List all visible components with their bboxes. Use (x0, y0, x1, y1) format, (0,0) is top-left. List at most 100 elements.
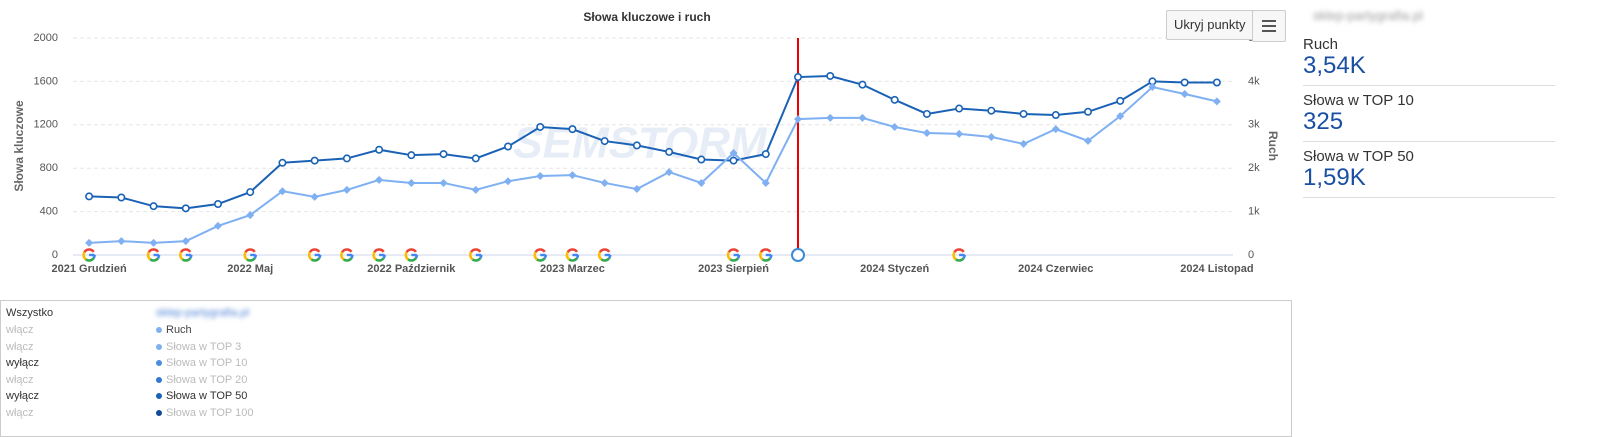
point (922, 109, 931, 118)
point (504, 177, 512, 186)
update-marker-arc (759, 248, 772, 254)
point (117, 237, 126, 246)
stat-label: Słowa w TOP 50 (1303, 148, 1414, 165)
domain: sklep-partygrafia.pl (156, 307, 249, 319)
toggle-all[interactable]: Wszystko (6, 307, 54, 319)
update-marker-arc (761, 257, 772, 262)
series-name: Słowa w TOP 10 (156, 357, 247, 369)
update-marker-arc (568, 257, 579, 262)
menu-button[interactable] (1252, 10, 1286, 42)
event-icon (791, 248, 805, 262)
point (697, 155, 706, 164)
point (729, 149, 738, 158)
update-marker-arc (726, 251, 732, 261)
x-tick-label: 2022 Maj (227, 263, 273, 275)
point (632, 185, 641, 194)
stat-label: Słowa w TOP 10 (1303, 92, 1414, 109)
point (922, 129, 931, 138)
series-name-text: Ruch (166, 324, 192, 336)
update-marker (726, 248, 741, 262)
series-name-text: Słowa w TOP 50 (166, 390, 248, 403)
point (278, 187, 287, 196)
y-tick-label: 2000 (34, 32, 58, 44)
toggle[interactable]: włącz (6, 373, 34, 386)
update-marker-arc (340, 251, 345, 261)
series-name: Ruch (156, 324, 192, 336)
point (761, 178, 770, 187)
legend-table: Wszystko sklep-partygrafia.pl włącz Ruch w… (0, 300, 1292, 437)
update-marker-arc (181, 257, 192, 262)
toggle[interactable]: włącz (6, 407, 34, 419)
update-marker-arc (83, 248, 95, 254)
point (826, 71, 835, 80)
x-tick-label: 2024 Czerwiec (1018, 263, 1093, 275)
chart-title: Słowa kluczowe i ruch (583, 10, 710, 24)
point (697, 178, 706, 187)
point (310, 156, 319, 165)
y2-axis-title: Ruch (1266, 131, 1280, 161)
series-name-text: Słowa w TOP 10 (166, 357, 248, 370)
point (1019, 139, 1028, 148)
point (310, 192, 319, 201)
update-marker-arc (533, 251, 538, 261)
point (665, 147, 674, 156)
legend-dot (156, 410, 162, 417)
stat: Słowa w TOP 10 325 (1303, 86, 1555, 142)
point (955, 129, 964, 138)
point (536, 122, 545, 131)
point (1051, 111, 1060, 120)
toggle[interactable]: włącz (6, 324, 34, 336)
hide-points-button[interactable]: Ukryj punkty (1166, 10, 1254, 40)
point (1212, 97, 1221, 106)
legend-dot (156, 327, 162, 334)
point (794, 115, 802, 124)
toggle[interactable]: wyłącz (6, 357, 40, 370)
point (761, 150, 770, 159)
series-name-text: Słowa w TOP 3 (166, 340, 242, 353)
update-marker-arc (598, 248, 611, 254)
legend-dot (156, 360, 162, 367)
legend-dot (156, 376, 162, 383)
update-marker (146, 248, 161, 262)
update-marker-arc (310, 257, 321, 262)
point (471, 154, 480, 163)
point (793, 73, 802, 82)
update-marker-arc (471, 257, 482, 262)
point (246, 211, 255, 220)
point (1084, 107, 1093, 116)
point (600, 137, 609, 146)
y-tick-label: 1200 (34, 119, 58, 131)
update-marker-arc (469, 248, 482, 254)
point (568, 125, 577, 134)
point (342, 185, 351, 194)
update-marker-arc (147, 248, 160, 254)
point (987, 106, 996, 115)
update-marker (758, 248, 773, 262)
point (890, 95, 899, 104)
update-marker (178, 248, 193, 262)
point (568, 171, 577, 180)
point (1116, 96, 1125, 105)
update-marker-arc (566, 248, 579, 254)
point (342, 154, 351, 163)
point (1116, 112, 1125, 121)
series-name: Słowa w TOP 3 (156, 341, 241, 353)
toggle[interactable]: włącz (6, 340, 34, 353)
update-marker-arc (179, 248, 192, 254)
y-axis-title: Słowa kluczowe (12, 100, 26, 192)
point (214, 221, 222, 230)
update-marker-arc (468, 251, 474, 261)
update-marker-arc (536, 257, 546, 262)
update-marker-arc (597, 251, 603, 261)
toggle[interactable]: wyłącz (6, 390, 40, 403)
update-marker-arc (375, 257, 385, 262)
y2-tick-label: 2k (1248, 162, 1260, 174)
update-marker-arc (373, 248, 385, 254)
domain-text: sklep-partygrafia.pl (1313, 8, 1423, 23)
point (407, 178, 416, 187)
update-marker-arc (85, 257, 95, 262)
update-marker-arc (342, 257, 353, 262)
y-tick-label: 400 (40, 206, 58, 218)
update-marker-arc (758, 251, 764, 261)
